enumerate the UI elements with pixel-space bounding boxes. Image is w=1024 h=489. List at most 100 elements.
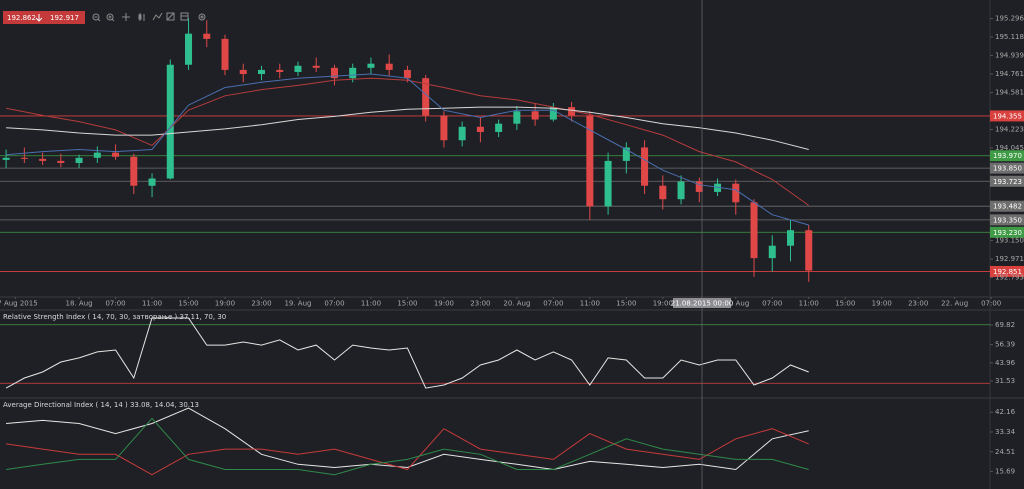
level-label: 193.723 xyxy=(993,178,1022,186)
candle-body xyxy=(805,230,813,271)
draw-icon[interactable] xyxy=(166,12,175,21)
ask-price: 192.917 xyxy=(50,14,79,22)
x-tick-label: 18. Aug xyxy=(66,300,93,308)
candle-body xyxy=(276,69,284,72)
y-tick-label: 194.761 xyxy=(995,70,1024,78)
y-tick-label: 194.045 xyxy=(995,144,1024,152)
level-label: 193.230 xyxy=(993,229,1022,237)
crosshair-label-box xyxy=(673,298,731,308)
candle-body xyxy=(221,38,229,70)
y-tick-label: 192.971 xyxy=(995,255,1024,263)
y-tick-label: 43.96 xyxy=(995,359,1016,367)
x-tick-label: 19:00 xyxy=(215,300,235,308)
y-tick-label: 195.296 xyxy=(995,15,1024,23)
candle-body xyxy=(695,181,703,192)
crosshair-icon[interactable] xyxy=(122,13,130,21)
crosshair: 21.08.2015 00:00 xyxy=(671,0,733,489)
candle-body xyxy=(185,33,193,65)
panel-title: Relative Strength Index ( 14, 70, 30, за… xyxy=(3,313,226,321)
level-label-box xyxy=(990,265,1024,277)
x-tick-label: 20. Aug xyxy=(503,300,530,308)
candle-body xyxy=(440,115,448,141)
x-tick-label: 23:00 xyxy=(470,300,490,308)
indicator-line xyxy=(6,407,809,471)
candle-body xyxy=(166,64,174,179)
candle-body xyxy=(239,69,247,75)
candles-icon[interactable] xyxy=(138,13,145,21)
candle-body xyxy=(458,126,466,141)
x-tick-label: 19:00 xyxy=(434,300,454,308)
candle-body xyxy=(2,157,10,160)
y-tick-label: 194.939 xyxy=(995,52,1024,60)
x-tick-label: 07:00 xyxy=(105,300,125,308)
level-label-box xyxy=(990,110,1024,122)
y-tick-label: 42.16 xyxy=(995,408,1016,416)
candle-body xyxy=(604,160,612,207)
candle-body xyxy=(476,126,484,132)
candle-body xyxy=(732,183,740,203)
x-tick-label: 11:00 xyxy=(580,300,600,308)
x-tick-label: 07:00 xyxy=(324,300,344,308)
candle-body xyxy=(148,178,156,186)
candle-body xyxy=(641,147,649,186)
quote-box[interactable] xyxy=(3,11,85,24)
panel-title: Average Directional Index ( 14, 14 ) 33.… xyxy=(3,401,199,409)
template-icon[interactable] xyxy=(180,12,189,21)
x-tick-label: 11:00 xyxy=(361,300,381,308)
candle-body xyxy=(677,181,685,200)
y-tick-label: 194.223 xyxy=(995,126,1024,134)
indicator-icon[interactable] xyxy=(152,12,163,21)
y-tick-label: 33.34 xyxy=(995,428,1016,436)
level-label: 193.970 xyxy=(993,152,1022,160)
moving-average xyxy=(6,73,809,226)
candle-body xyxy=(57,160,65,163)
candle-body xyxy=(312,65,320,68)
indicator-line xyxy=(6,417,809,476)
x-tick-label: 07:00 xyxy=(981,300,1001,308)
zoom-out-icon[interactable] xyxy=(92,13,101,22)
candle-body xyxy=(385,63,393,70)
moving-average xyxy=(6,106,809,150)
level-label: 193.482 xyxy=(993,203,1022,211)
x-tick-label: 23:00 xyxy=(251,300,271,308)
x-tick-label: 23:00 xyxy=(908,300,928,308)
x-tick-label: 19:00 xyxy=(872,300,892,308)
y-tick-label: 31.53 xyxy=(995,377,1015,385)
settings-icon[interactable] xyxy=(198,13,206,21)
level-label-box xyxy=(990,162,1024,174)
level-label-box xyxy=(990,175,1024,187)
candle-body xyxy=(93,152,101,158)
toolbar: 192.862 192.917 xyxy=(3,11,206,24)
y-tick-label: 194.581 xyxy=(995,89,1024,97)
zoom-in-icon[interactable] xyxy=(106,13,115,22)
candle-body xyxy=(422,78,430,116)
candle-body xyxy=(403,69,411,79)
candle-body xyxy=(750,202,758,259)
candle-body xyxy=(367,63,375,68)
candle-body xyxy=(787,230,795,246)
x-tick-label: 21. Aug xyxy=(722,300,749,308)
candle-body xyxy=(768,245,776,259)
x-tick-label: 15:00 xyxy=(616,300,636,308)
y-tick-label: 24.51 xyxy=(995,448,1015,456)
y-tick-label: 192.793 xyxy=(995,273,1024,281)
level-label: 193.850 xyxy=(993,165,1022,173)
level-label-box xyxy=(990,214,1024,226)
candle-body xyxy=(531,111,539,120)
candle-body xyxy=(549,107,557,120)
level-label-box xyxy=(990,200,1024,212)
candle-body xyxy=(349,67,357,79)
candle-body xyxy=(513,111,521,124)
candle-body xyxy=(495,123,503,132)
x-tick-label: 22. Aug xyxy=(941,300,968,308)
x-tick-label: 07:00 xyxy=(762,300,782,308)
level-label: 192.851 xyxy=(993,268,1022,276)
candle-body xyxy=(20,157,28,159)
level-label: 194.355 xyxy=(993,112,1022,120)
indicator-line xyxy=(6,428,809,476)
candle-body xyxy=(568,107,576,116)
bid-price: 192.862 xyxy=(7,14,36,22)
